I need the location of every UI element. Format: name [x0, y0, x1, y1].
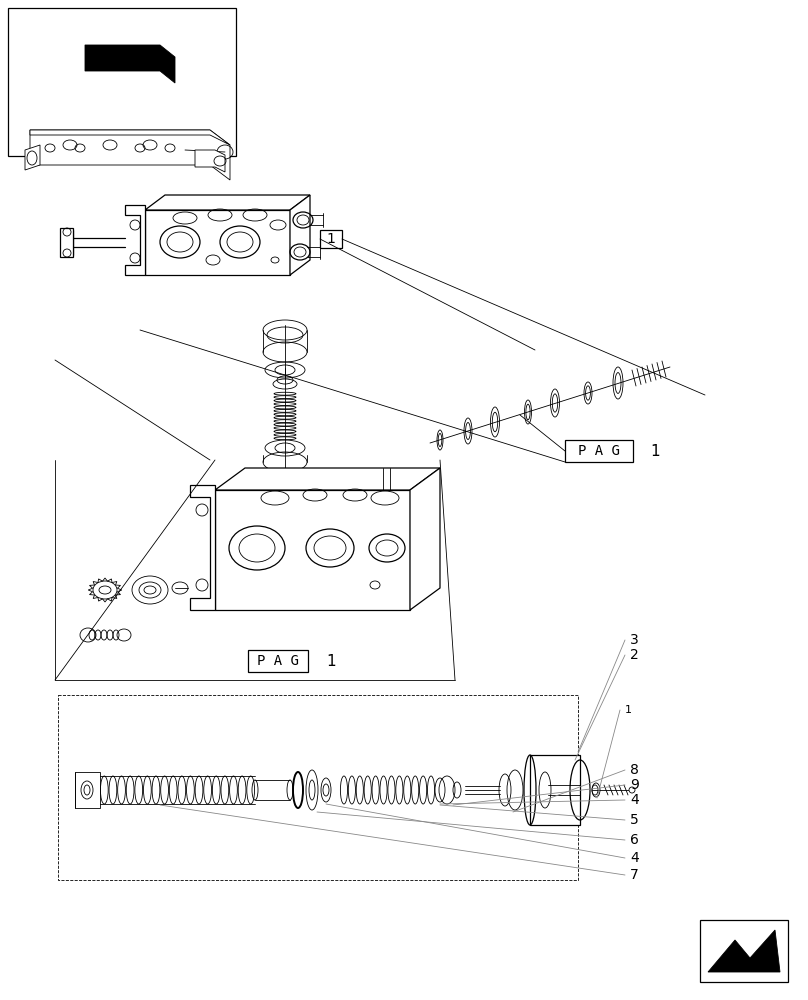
Bar [248, 650, 308, 672]
Text: 5: 5 [630, 813, 639, 827]
Polygon shape [190, 485, 215, 610]
Bar [565, 440, 633, 462]
Polygon shape [290, 195, 310, 275]
Text: 9: 9 [630, 778, 639, 792]
Bar [700, 920, 788, 982]
Text: 4: 4 [630, 851, 639, 865]
Polygon shape [75, 772, 100, 808]
Text: 1: 1 [625, 705, 632, 715]
Polygon shape [60, 228, 73, 257]
Polygon shape [25, 145, 40, 170]
Text: 7: 7 [630, 868, 639, 882]
Text: 1: 1 [326, 654, 335, 668]
Polygon shape [125, 205, 145, 275]
Polygon shape [85, 45, 175, 83]
Text: P A G: P A G [578, 444, 620, 458]
Polygon shape [215, 490, 410, 610]
Polygon shape [195, 150, 225, 172]
Bar [320, 230, 342, 248]
Bar [58, 695, 578, 880]
Polygon shape [145, 195, 310, 210]
Text: 8: 8 [630, 763, 639, 777]
Text: P A G: P A G [257, 654, 299, 668]
Text: 6: 6 [630, 833, 639, 847]
Polygon shape [30, 130, 230, 180]
Bar [8, 8, 236, 156]
Text: 3: 3 [630, 633, 639, 647]
Polygon shape [88, 578, 122, 602]
Text: 1: 1 [326, 232, 335, 246]
Polygon shape [410, 468, 440, 610]
Polygon shape [215, 468, 440, 490]
Polygon shape [30, 130, 230, 145]
Polygon shape [65, 230, 73, 255]
Polygon shape [530, 755, 580, 825]
Ellipse shape [629, 787, 635, 793]
Ellipse shape [84, 785, 90, 795]
Text: 1: 1 [650, 444, 659, 458]
Polygon shape [145, 210, 290, 275]
Text: 4: 4 [630, 793, 639, 807]
Text: 2: 2 [630, 648, 639, 662]
Polygon shape [708, 930, 780, 972]
